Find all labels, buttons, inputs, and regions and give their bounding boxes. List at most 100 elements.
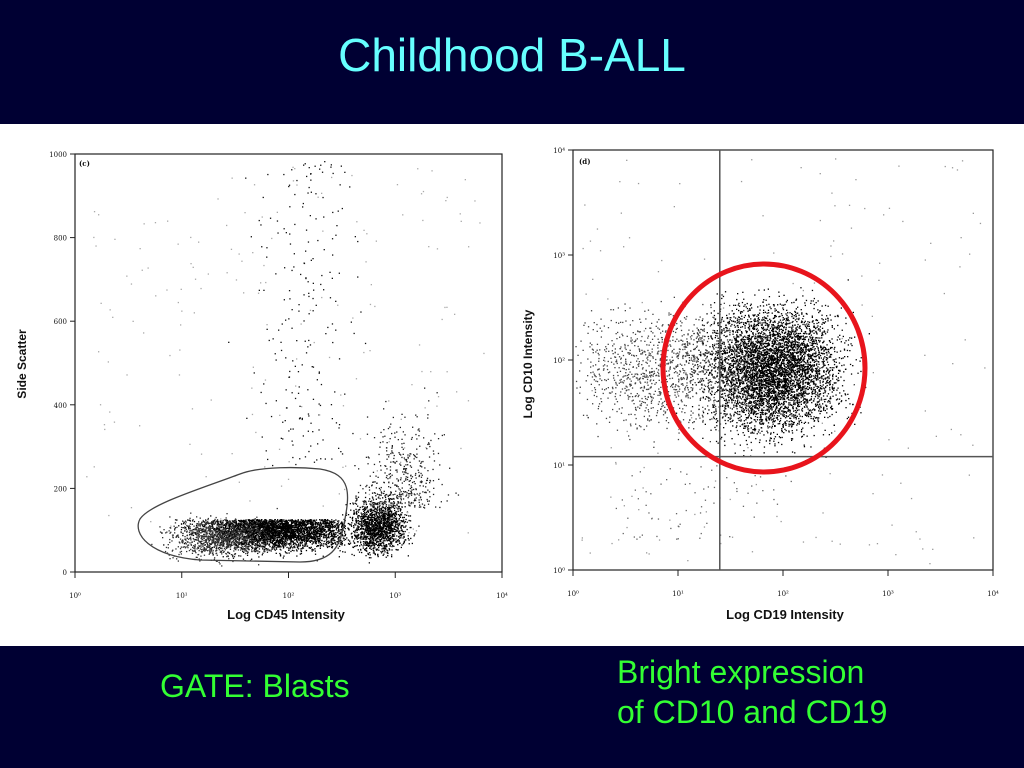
plot-c-dot [400,535,403,537]
plot-c-dot [314,527,317,529]
plot-c-dot [218,537,220,539]
plot-c-dot [261,545,264,547]
plot-c-dot [293,550,295,552]
plot-c-dot [196,526,198,528]
plot-c-dot [246,552,249,555]
plot-c-dot [277,536,279,539]
plot-c-dot [271,540,273,542]
plot-c-dot [234,553,236,555]
plot-c-dot [231,525,233,527]
plot-c-dot [329,520,331,523]
plot-c-dot [237,541,239,543]
plot-c-dot [272,532,274,534]
plot-c-dot [308,537,311,540]
plot-c-dot [181,541,183,544]
plot-c-dot [282,537,284,539]
plot-c-dot [264,549,266,551]
plot-c-dot [200,529,202,531]
plot-c-dot [184,526,186,528]
plot-c-dot [296,536,298,538]
plot-c-dot [208,549,210,551]
plot-c-dot [317,532,319,534]
plot-c-dot [184,520,187,522]
plot-c-dot [254,550,257,553]
plot-c-dot [382,540,384,542]
plot-c-dot [319,545,322,547]
plot-c-dot [255,519,257,521]
plot-c-dot [304,526,307,528]
plot-c-dot [296,520,298,522]
plot-c-dot [328,528,331,530]
plot-c-dot [303,525,305,527]
plot-c-dot [239,542,241,544]
plot-c-dot [332,531,334,533]
plot-c-dot [229,530,231,532]
plot-c-dot [291,523,293,525]
plot-c-dot [293,520,295,522]
plot-c-dot [290,533,292,536]
plot-c-dot [298,537,300,539]
plot-c-dot [271,545,274,547]
plot-c-dot [333,520,335,522]
plot-c-dot [370,548,372,550]
plot-c-dot [269,520,271,522]
plot-c-dot [221,533,223,535]
plot-c-dot [297,521,299,523]
plot-c-dot [314,533,316,535]
plot-c-dot [242,521,244,523]
plot-c-dot [265,548,268,550]
plot-c-dot [285,536,287,539]
plot-c-dot [240,537,242,539]
plot-c-dot [304,533,306,535]
plot-c-dot [203,529,206,531]
plot-c-dot [270,542,272,544]
plot-c-dot [266,521,268,523]
plot-c-dot [209,548,211,550]
plot-c-dot [259,533,261,536]
plot-c-dot [201,551,203,554]
plot-c-dot [381,548,383,550]
plot-c-dot [318,542,320,544]
plot-c-dot [296,540,298,543]
plot-c-dot [394,533,396,535]
plot-c-dot [249,520,251,522]
plot-c-dot [185,527,187,529]
plot-c-dot [311,522,314,524]
plot-c-dot [258,536,260,538]
plot-c-dot [220,538,222,541]
plot-c-dot [256,519,259,521]
plot-c-dot [273,529,276,531]
plot-c-dot [338,530,340,532]
plot-c-dot [282,535,285,537]
plot-c-dot [326,538,328,540]
plot-c-dot [337,537,339,539]
plot-c-dot [175,548,177,550]
plot-c-dot [297,531,299,533]
plot-c-dot [322,525,324,527]
plot-c-dot [384,496,387,498]
plot-c-dot [287,533,289,536]
plot-c-dot [260,525,263,527]
plot-c-dot [191,529,193,531]
plot-c-dot [223,536,225,538]
plot-c-dot [392,521,394,524]
plot-c-dot [270,531,272,533]
plot-c-dot [399,516,402,518]
plot-c-dot [270,550,272,552]
plot-c-dot [293,525,295,528]
plot-c-dot [215,521,217,523]
plot-c-dot [311,549,313,551]
plot-c-dot [169,532,171,534]
plot-c-dot [246,535,248,537]
plot-c-dot [192,534,195,537]
plot-c-dot [279,527,281,529]
plot-c-dot [232,527,234,529]
plot-c-dot [225,546,227,548]
plot-c-dot [287,528,289,530]
plot-c-dot [326,526,328,529]
plot-c-dot [220,523,222,525]
plot-c-dot [316,526,318,528]
plot-c-dot [332,525,334,527]
plot-c-dot [222,542,225,544]
plot-c-dot [255,538,258,540]
